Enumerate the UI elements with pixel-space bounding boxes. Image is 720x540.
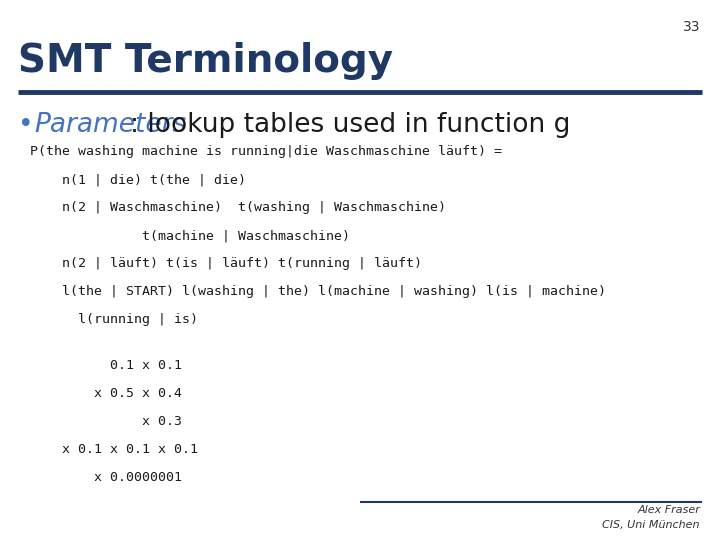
- Text: Alex Fraser: Alex Fraser: [637, 505, 700, 515]
- Text: : lookup tables used in function g: : lookup tables used in function g: [130, 112, 570, 138]
- Text: 0.1 x 0.1: 0.1 x 0.1: [30, 359, 182, 372]
- Text: t(machine | Waschmaschine): t(machine | Waschmaschine): [30, 229, 350, 242]
- Text: P(the washing machine is running|die Waschmaschine läuft) =: P(the washing machine is running|die Was…: [30, 145, 502, 158]
- Text: Parameters: Parameters: [34, 112, 186, 138]
- Text: x 0.0000001: x 0.0000001: [30, 471, 182, 484]
- Text: x 0.3: x 0.3: [30, 415, 182, 428]
- Text: •: •: [18, 112, 34, 138]
- Text: 33: 33: [683, 20, 700, 34]
- Text: n(2 | Waschmaschine)  t(washing | Waschmaschine): n(2 | Waschmaschine) t(washing | Waschma…: [30, 201, 446, 214]
- Text: n(2 | läuft) t(is | läuft) t(running | läuft): n(2 | läuft) t(is | läuft) t(running | l…: [30, 257, 422, 270]
- Text: CIS, Uni München: CIS, Uni München: [603, 520, 700, 530]
- Text: SMT Terminology: SMT Terminology: [18, 42, 393, 80]
- Text: l(running | is): l(running | is): [30, 313, 198, 326]
- Text: x 0.1 x 0.1 x 0.1: x 0.1 x 0.1 x 0.1: [30, 443, 198, 456]
- Text: x 0.5 x 0.4: x 0.5 x 0.4: [30, 387, 182, 400]
- Text: n(1 | die) t(the | die): n(1 | die) t(the | die): [30, 173, 246, 186]
- Text: l(the | START) l(washing | the) l(machine | washing) l(is | machine): l(the | START) l(washing | the) l(machin…: [30, 285, 606, 298]
